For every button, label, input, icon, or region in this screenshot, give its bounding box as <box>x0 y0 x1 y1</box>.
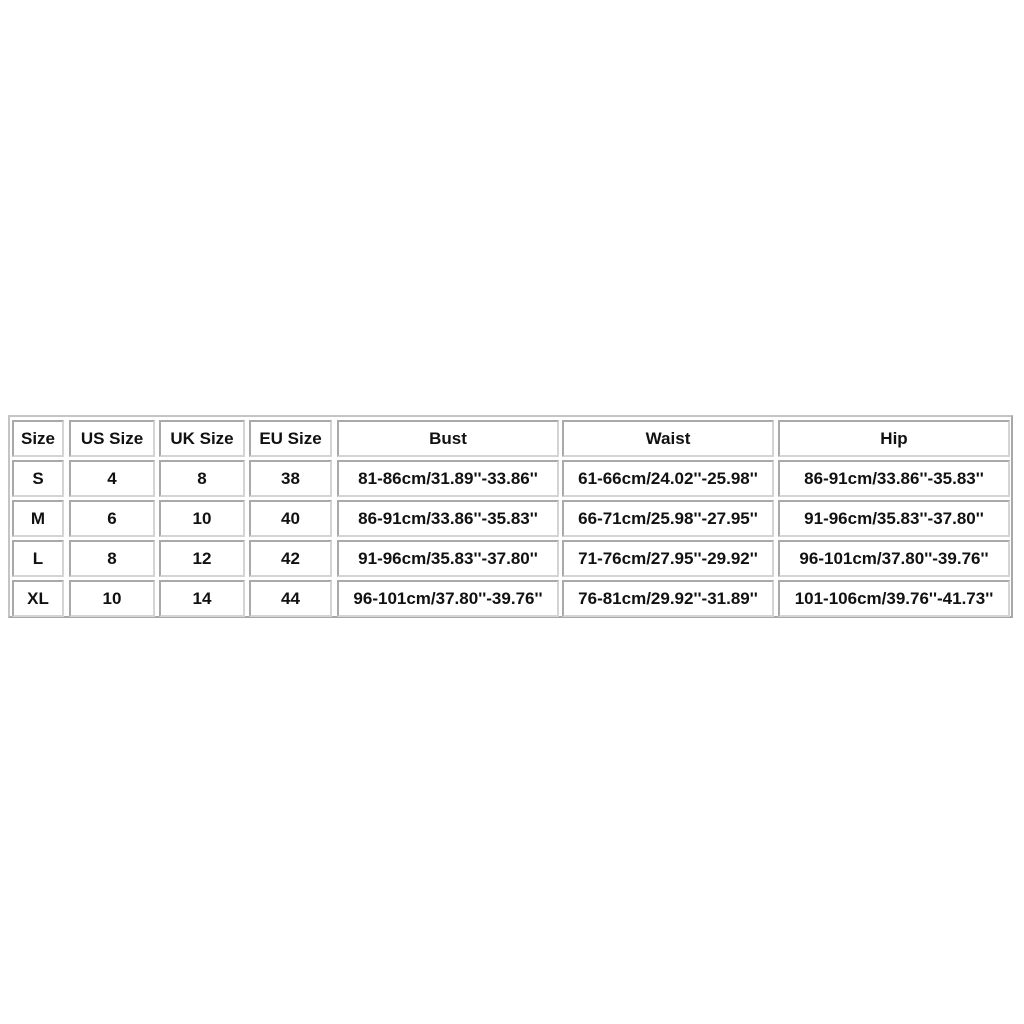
table-cell: 10 <box>69 580 155 617</box>
table-cell: 61-66cm/24.02''-25.98'' <box>562 460 774 497</box>
header-cell: EU Size <box>249 420 332 457</box>
table-cell: 86-91cm/33.86''-35.83'' <box>778 460 1010 497</box>
table-cell: 76-81cm/29.92''-31.89'' <box>562 580 774 617</box>
table-cell: S <box>12 460 64 497</box>
table-cell: 6 <box>69 500 155 537</box>
header-cell: US Size <box>69 420 155 457</box>
table-cell: 4 <box>69 460 155 497</box>
table-cell: 12 <box>159 540 245 577</box>
table-cell: 10 <box>159 500 245 537</box>
table-cell: 96-101cm/37.80''-39.76'' <box>337 580 559 617</box>
header-cell: UK Size <box>159 420 245 457</box>
table-cell: 38 <box>249 460 332 497</box>
table-cell: 101-106cm/39.76''-41.73'' <box>778 580 1010 617</box>
table-cell: 81-86cm/31.89''-33.86'' <box>337 460 559 497</box>
table-cell: 8 <box>69 540 155 577</box>
table-cell: 91-96cm/35.83''-37.80'' <box>337 540 559 577</box>
table-cell: 71-76cm/27.95''-29.92'' <box>562 540 774 577</box>
table-cell: L <box>12 540 64 577</box>
table-cell: 91-96cm/35.83''-37.80'' <box>778 500 1010 537</box>
table-cell: 44 <box>249 580 332 617</box>
size-chart-table: Size US Size UK Size EU Size Bust Waist Hip S 4 8… <box>8 415 1013 618</box>
table-cell: 86-91cm/33.86''-35.83'' <box>337 500 559 537</box>
header-cell: Hip <box>778 420 1010 457</box>
table-cell: 40 <box>249 500 332 537</box>
table-cell: XL <box>12 580 64 617</box>
table-cell: 14 <box>159 580 245 617</box>
table-cell: 42 <box>249 540 332 577</box>
header-cell: Waist <box>562 420 774 457</box>
table-cell: 8 <box>159 460 245 497</box>
table-cell: 66-71cm/25.98''-27.95'' <box>562 500 774 537</box>
table-cell: M <box>12 500 64 537</box>
header-cell: Bust <box>337 420 559 457</box>
table-cell: 96-101cm/37.80''-39.76'' <box>778 540 1010 577</box>
header-cell: Size <box>12 420 64 457</box>
